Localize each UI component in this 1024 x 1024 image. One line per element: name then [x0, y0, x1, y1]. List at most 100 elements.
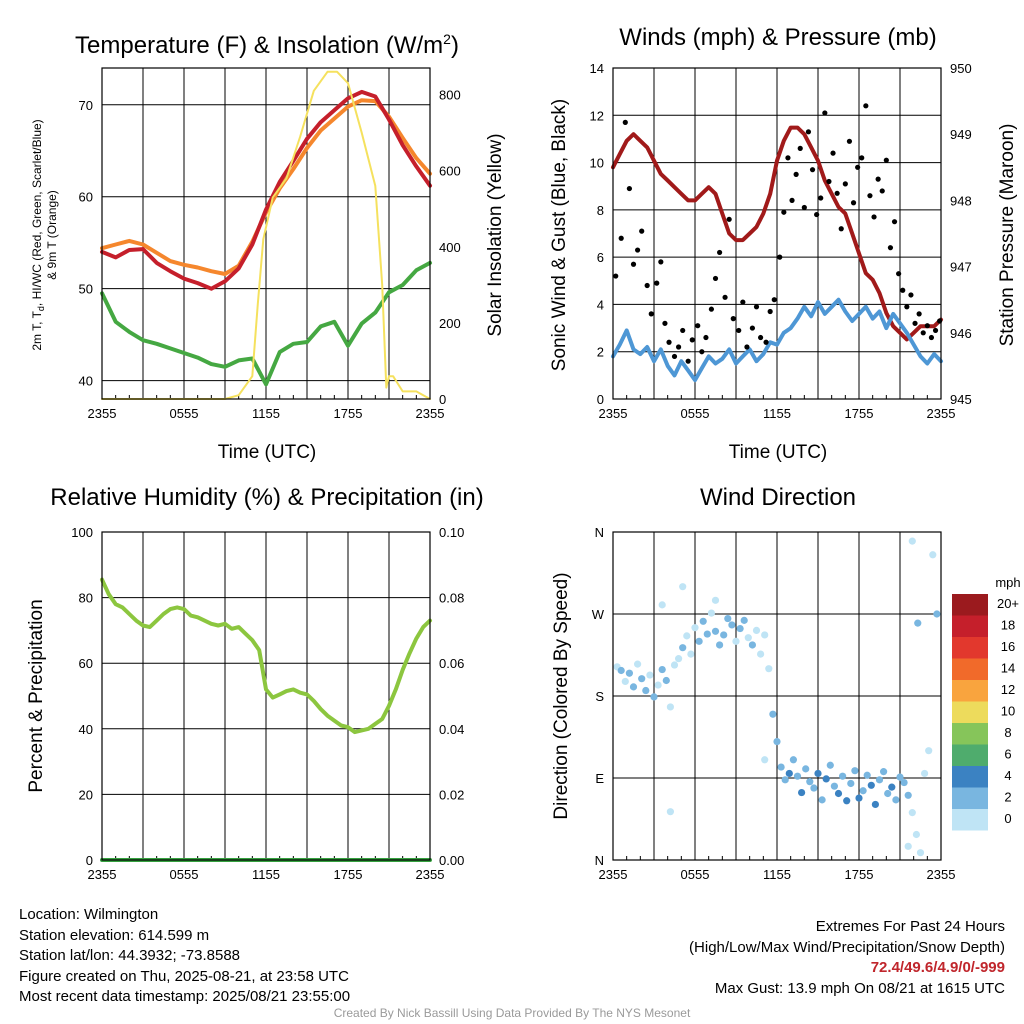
winds-gust-point	[630, 261, 637, 267]
direction-point	[634, 660, 642, 668]
winds-y-tick-label: 8	[597, 203, 604, 218]
direction-point	[744, 634, 752, 642]
wind-direction-plot-frame	[612, 531, 942, 861]
direction-point	[654, 681, 662, 689]
temperature-x-tick-label: 1755	[334, 406, 363, 421]
direction-point	[916, 849, 925, 857]
winds-gust-point	[753, 304, 760, 310]
winds-y-tick-label: 14	[590, 61, 604, 76]
winds-gust-point	[666, 339, 672, 345]
winds-gust-point	[703, 334, 709, 341]
direction-point	[884, 789, 892, 798]
winds-gust-point	[736, 327, 742, 334]
colorbar-swatch	[952, 594, 988, 616]
temperature-y2-label: Solar Insolation (Yellow)	[485, 133, 506, 336]
humidity-y2-tick-label: 0.10	[439, 525, 464, 540]
winds-x-tick-label: 0555	[681, 406, 710, 421]
direction-point	[789, 756, 798, 764]
winds-gust-point	[712, 275, 719, 282]
direction-point	[830, 782, 839, 790]
humidity-y2-tick-label: 0.08	[439, 591, 464, 606]
winds-gust-point	[767, 308, 773, 315]
winds-y-tick-label: 12	[590, 108, 604, 123]
winds-gust-point	[818, 195, 824, 201]
direction-point	[752, 626, 761, 635]
winds-gust-point	[814, 211, 820, 218]
direction-point	[822, 775, 830, 783]
winds-y-label: Sonic Wind & Gust (Blue, Black)	[549, 99, 570, 371]
winds-gust-point	[749, 325, 756, 331]
colorbar-label: 8	[1004, 725, 1011, 740]
direction-point	[834, 789, 843, 798]
winds-gust-point	[658, 259, 664, 265]
humidity-x-tick-label: 1755	[334, 867, 363, 882]
winds-gust-point	[771, 297, 777, 303]
humidity-y-tick-label: 80	[79, 591, 93, 606]
winds-gust-point	[887, 245, 894, 251]
direction-point	[925, 747, 933, 755]
colorbar-label: 14	[1001, 661, 1015, 676]
direction-point	[769, 710, 777, 718]
credit-text: Created By Nick Bassill Using Data Provi…	[333, 1006, 691, 1020]
winds-gust-point	[722, 294, 728, 300]
direction-point	[732, 637, 740, 645]
winds-y-tick-label: 2	[597, 345, 604, 360]
direction-point	[908, 809, 916, 817]
winds-gust-point	[618, 235, 624, 241]
winds-gust-point	[644, 282, 650, 289]
direction-point	[629, 683, 638, 691]
winds-gust-point	[883, 157, 889, 163]
direction-point	[761, 756, 769, 764]
max-gust-text: Max Gust: 13.9 mph On 08/21 at 1615 UTC	[714, 979, 1005, 997]
winds-gust-point	[846, 138, 853, 144]
direction-point	[871, 800, 880, 809]
direction-point	[691, 624, 699, 632]
winds-panel: Winds (mph) & Pressure (mb) Time (UTC) S…	[549, 24, 1018, 463]
winds-gust-point	[924, 323, 930, 329]
winds-gust-point	[904, 304, 910, 310]
winds-series-0	[611, 125, 943, 342]
direction-point	[699, 617, 707, 625]
temperature-y-tick-label: 70	[79, 98, 93, 113]
direction-point	[683, 632, 691, 640]
colorbar-swatch	[952, 723, 988, 745]
humidity-plot-frame	[101, 531, 431, 861]
temperature-x-tick-label: 2355	[416, 406, 445, 421]
wind-direction-x-tick-label: 2355	[599, 867, 628, 882]
direction-point	[785, 769, 793, 778]
direction-point	[793, 772, 802, 780]
winds-gust-point	[730, 316, 736, 322]
speed-colorbar: mph 20+ 18 16 14 12 10 8 6 4 2 0	[952, 575, 1021, 831]
temperature-y-tick-label: 50	[79, 282, 93, 297]
direction-point	[896, 773, 904, 781]
winds-series-1	[611, 297, 943, 383]
direction-point	[765, 665, 773, 673]
wind-direction-panel: Wind Direction Direction (Colored By Spe…	[551, 484, 1021, 882]
winds-gust-point	[871, 214, 877, 220]
winds-gust-point	[689, 337, 695, 343]
temperature-series-1	[100, 89, 432, 291]
winds-gust-point	[635, 247, 641, 253]
winds-gust-point	[850, 200, 857, 206]
temperature-y2-tick-label: 800	[439, 88, 461, 103]
winds-y-tick-label: 6	[597, 250, 604, 265]
direction-point	[851, 767, 859, 775]
colorbar-swatch	[952, 615, 988, 637]
colorbar-swatch	[952, 787, 988, 809]
winds-gust-point	[699, 349, 705, 355]
direction-point	[818, 796, 826, 804]
winds-gust-point	[626, 185, 633, 192]
wind-direction-x-tick-label: 1755	[845, 867, 874, 882]
winds-x-tick-label: 1755	[845, 406, 874, 421]
direction-point	[867, 781, 875, 789]
direction-point	[748, 641, 757, 649]
winds-gust-point	[912, 320, 918, 326]
extremes-info: Extremes For Past 24 Hours (High/Low/Max…	[689, 917, 1005, 999]
temperature-y-label-line2: & 9m T (Orange)	[45, 190, 59, 280]
wind-direction-y-tick-label: E	[595, 771, 604, 786]
direction-point	[904, 842, 912, 850]
winds-x-tick-label: 2355	[927, 406, 956, 421]
temperature-series-2	[100, 260, 432, 387]
direction-point	[806, 778, 814, 786]
winds-gust-point	[676, 344, 682, 350]
